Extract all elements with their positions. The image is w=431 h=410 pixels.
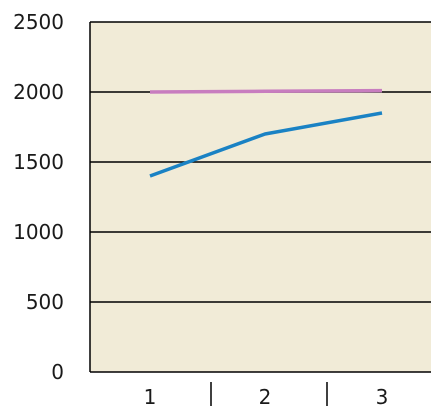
y-tick-label: 1000	[13, 220, 64, 244]
axes	[89, 22, 431, 373]
y-tick-label: 2000	[13, 80, 64, 104]
x-tick-label: 3	[376, 385, 389, 409]
y-tick-label: 500	[26, 290, 64, 314]
series-lines	[149, 88, 383, 178]
x-tick-label: 1	[144, 385, 157, 409]
plot-area	[90, 22, 431, 372]
x-tick-label: 2	[259, 385, 272, 409]
y-tick-label: 2500	[13, 10, 64, 34]
y-axis-tick-labels: 0 500 1000 1500 2000 2500	[13, 10, 64, 384]
series-line-2	[149, 88, 383, 94]
series-line-1	[149, 111, 383, 178]
y-tick-label: 1500	[13, 150, 64, 174]
x-axis-tick-labels: 1 2 3	[144, 382, 389, 409]
y-tick-label: 0	[51, 360, 64, 384]
